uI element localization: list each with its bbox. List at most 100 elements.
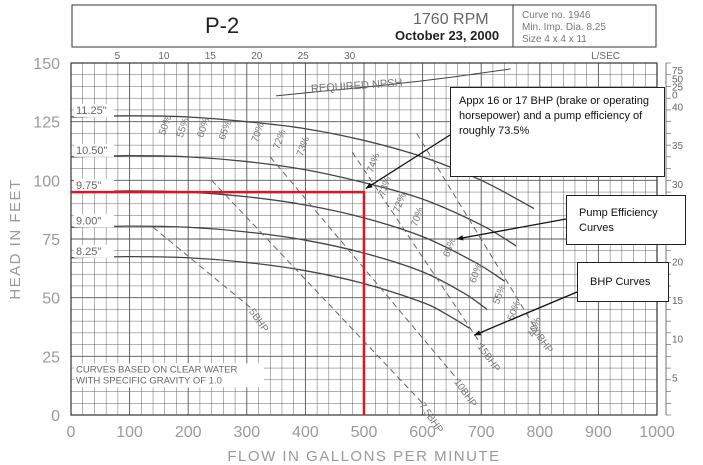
efficiency-label: 55% (175, 116, 192, 139)
chart-title: P-2 (205, 13, 239, 38)
x-tick-label: 300 (233, 424, 260, 441)
bhp-label: 10BHP (451, 377, 478, 410)
note-box (74, 363, 264, 388)
impeller-label: 9.75" (76, 180, 101, 192)
x-tick-label: 1000 (639, 424, 675, 441)
x-tick-label: 200 (175, 424, 202, 441)
impeller-label: 10.50" (76, 145, 108, 157)
y-tick-label: 100 (33, 173, 60, 190)
top-axis-tick-label: 10 (158, 51, 170, 62)
efficiency-label: 73% (295, 135, 312, 158)
right-axis-tick-label: 10 (672, 335, 684, 346)
operating-point-lines (71, 190, 366, 415)
bhp-label: 15BHP (475, 342, 502, 375)
top-axis-tick-label: 5 (115, 51, 121, 62)
x-tick-label: 800 (526, 424, 553, 441)
efficiency-label: 73% (377, 175, 394, 198)
chart-speed: 1760 RPM (413, 11, 489, 28)
right-axis-tick-label: 0 (672, 91, 678, 102)
bhp-callout-text: BHP Curves (590, 276, 651, 288)
y-tick-label: 25 (42, 349, 60, 366)
chart-date: October 23, 2000 (395, 28, 499, 43)
efficiency-label: 65% (441, 236, 458, 259)
y-tick-label: 150 (33, 56, 60, 73)
impeller-label-bg (74, 143, 114, 157)
annotation-overlay (71, 134, 578, 415)
y-tick-label: 0 (51, 408, 60, 425)
efficiency-label: 72% (392, 192, 409, 215)
top-axis-tick-label: 30 (344, 51, 356, 62)
impeller-curve (70, 225, 488, 310)
efficiency-arrow-head (456, 235, 464, 241)
right-axis-tick-label: 5 (672, 373, 678, 384)
impeller-label-bg (74, 179, 114, 193)
efficiency-label: 74% (365, 152, 382, 175)
bhp-callout: BHP Curves (577, 262, 669, 302)
operating-point-arrow (365, 134, 451, 190)
top-axis-unit: L/SEC (591, 51, 620, 62)
y-axis-title: HEAD IN FEET (7, 178, 24, 299)
efficiency-label: 72% (272, 128, 289, 151)
npsh-label: REQUIRED NPSH (311, 77, 403, 95)
right-axis-tick-label: 30 (672, 180, 684, 191)
efficiency-label: 60% (195, 116, 212, 139)
note-line: CURVES BASED ON CLEAR WATER (76, 364, 237, 375)
bhp-curve (152, 226, 253, 310)
efficiency-label: 55% (491, 283, 508, 306)
top-axis-tick-label: 25 (298, 51, 310, 62)
x-tick-label: 900 (585, 424, 612, 441)
efficiency-callout: Pump Efficiency Curves (566, 195, 686, 245)
y-tick-label: 125 (33, 115, 60, 132)
right-axis-tick-label: 15 (672, 296, 684, 307)
bhp-curve (416, 133, 535, 327)
bhp-arrow (473, 291, 578, 336)
curve-number: Curve no. 1946 (522, 10, 591, 21)
top-axis-tick-label: 15 (205, 51, 217, 62)
right-axis-tick-label: 75 (672, 66, 684, 77)
top-axis-tick-label: 20 (251, 51, 263, 62)
chart-grid (70, 62, 671, 416)
bhp-arrow-head (474, 330, 482, 336)
efficiency-label: 65% (217, 119, 234, 142)
npsh-curve (276, 68, 511, 97)
impeller-label: 9.00" (76, 215, 101, 227)
bhp-label: 5BHP (246, 307, 270, 335)
pump-size: Size 4 x 4 x 11 (522, 34, 587, 45)
impeller-label: 8.25" (76, 246, 101, 258)
x-tick-label: 700 (468, 424, 495, 441)
efficiency-callout-text: Pump Efficiency Curves (579, 207, 658, 234)
y-tick-label: 75 (42, 232, 60, 249)
x-tick-label: 100 (116, 424, 143, 441)
impeller-curve (70, 155, 517, 247)
impeller-label-bg (74, 244, 114, 258)
note-line: WITH SPECIFIC GRAVITY OF 1.0 (76, 375, 222, 386)
efficiency-label: 70% (250, 121, 267, 144)
right-axis-tick-label: 50 (672, 74, 684, 85)
x-tick-label: 600 (409, 424, 436, 441)
impeller-curve (70, 255, 470, 329)
pump-curves (70, 68, 535, 404)
right-axis-tick-label: 40 (672, 102, 684, 113)
right-axis-tick-label: 35 (672, 141, 684, 152)
right-axis-tick-label: 25 (672, 82, 684, 93)
impeller-label-bg (74, 214, 114, 228)
x-tick-label: 0 (67, 424, 76, 441)
y-tick-label: 50 (42, 291, 60, 308)
min-impeller-diameter: Min. Imp. Dia. 8.25 (522, 22, 606, 33)
bhp-curve (211, 179, 423, 404)
x-axis-title: FLOW IN GALLONS PER MINUTE (227, 448, 500, 465)
x-tick-label: 500 (351, 424, 378, 441)
x-tick-label: 400 (292, 424, 319, 441)
operating-point-callout-text: Appx 16 or 17 BHP (brake or operating ho… (459, 95, 649, 137)
efficiency-label: 60% (468, 262, 485, 285)
impeller-label-bg (74, 103, 114, 117)
operating-point-callout: Appx 16 or 17 BHP (brake or operating ho… (450, 87, 665, 177)
bhp-curve (351, 151, 482, 345)
header-box (71, 4, 657, 48)
efficiency-label: 70% (409, 206, 426, 229)
right-axis-tick-label: 20 (672, 257, 684, 268)
impeller-label: 11.25" (76, 105, 107, 117)
chart-header: P-2 1760 RPM October 23, 2000 Curve no. … (71, 4, 657, 48)
efficiency-arrow (456, 218, 567, 240)
